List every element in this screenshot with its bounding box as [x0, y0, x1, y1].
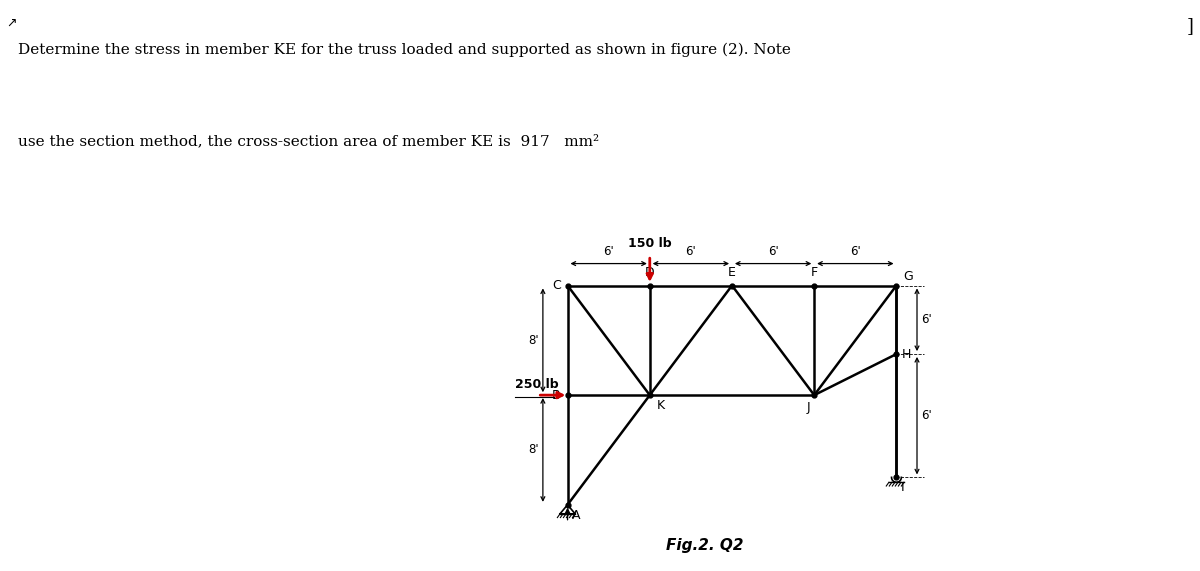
Text: 250 lb: 250 lb — [516, 378, 559, 391]
Text: 6': 6' — [850, 245, 860, 258]
Text: E: E — [728, 266, 736, 279]
Text: 8': 8' — [528, 444, 539, 456]
Text: B: B — [552, 389, 560, 401]
Text: use the section method, the cross-section area of member KE is  917   mm²: use the section method, the cross-sectio… — [18, 135, 599, 149]
Text: ]: ] — [1187, 17, 1194, 35]
Text: 6': 6' — [768, 245, 779, 258]
Text: I: I — [900, 481, 904, 494]
Text: ↗: ↗ — [6, 17, 17, 30]
Text: Fig.2. Q2: Fig.2. Q2 — [666, 538, 743, 553]
Text: C: C — [552, 279, 560, 292]
Text: Determine the stress in member KE for the truss loaded and supported as shown in: Determine the stress in member KE for th… — [18, 42, 791, 57]
Text: 6': 6' — [685, 245, 696, 258]
Text: G: G — [904, 270, 913, 283]
Text: H: H — [902, 348, 911, 360]
Text: 6': 6' — [604, 245, 614, 258]
Text: K: K — [656, 399, 665, 412]
Text: F: F — [811, 266, 817, 279]
Text: 6': 6' — [922, 313, 932, 326]
Text: 8': 8' — [528, 334, 539, 347]
Text: A: A — [571, 509, 580, 522]
Text: D: D — [644, 266, 654, 279]
Text: 150 lb: 150 lb — [628, 237, 672, 250]
Text: J: J — [806, 401, 810, 413]
Text: 6': 6' — [922, 409, 932, 422]
